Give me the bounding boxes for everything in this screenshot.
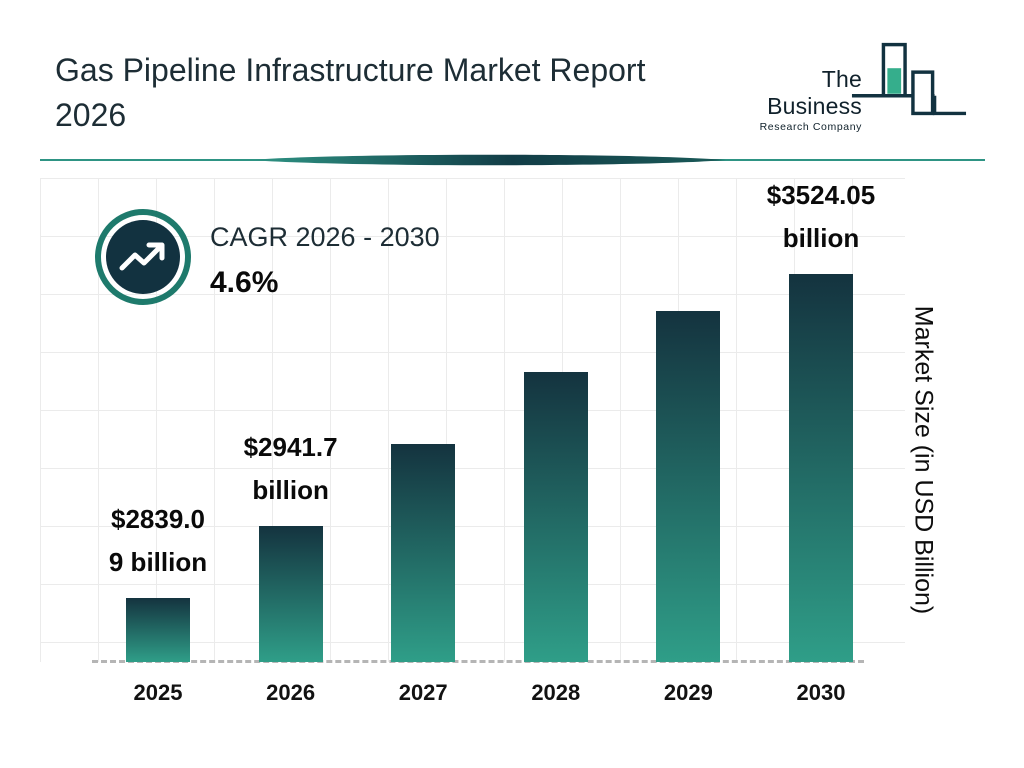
y-axis-label: Market Size (in USD Billion) xyxy=(909,305,938,615)
cagr-value: 4.6% xyxy=(210,266,279,299)
cagr-label: CAGR 2026 - 2030 xyxy=(210,222,440,252)
bar-2027 xyxy=(391,444,456,662)
bar-value-label-2026: $2941.7 billion xyxy=(196,426,386,512)
bar-value-label-2025: $2839.0 9 billion xyxy=(63,498,253,584)
logo-bar-chart-icon xyxy=(851,42,967,116)
x-tick-2027: 2027 xyxy=(398,680,448,705)
bar-value-label-2030: $3524.05 billion xyxy=(726,174,916,260)
bar-value-label-line: $3524.05 xyxy=(766,180,876,210)
x-tick-2026: 2026 xyxy=(266,680,316,705)
x-axis-baseline xyxy=(92,660,864,663)
logo-text-line1: The Business xyxy=(767,66,862,119)
bar-value-label-line: billion xyxy=(252,475,329,505)
x-tick-2028: 2028 xyxy=(531,680,581,705)
bar-2028 xyxy=(523,372,588,662)
bar-value-label-line: billion xyxy=(782,223,860,253)
bar-value-label-line: $2839.0 xyxy=(111,504,205,534)
bar-value-label-line: 9 billion xyxy=(108,547,208,577)
bar-2029 xyxy=(656,311,721,662)
x-axis: 2025 2026 2027 2028 2029 2030 xyxy=(40,680,905,714)
logo-text: The Business Research Company xyxy=(722,66,862,133)
bar-2026 xyxy=(258,526,323,662)
bar-2025 xyxy=(126,598,190,662)
page-title-line2: 2026 xyxy=(55,97,127,133)
cagr-trend-icon xyxy=(95,209,191,305)
logo-text-line2: Research Company xyxy=(759,121,862,133)
x-tick-2025: 2025 xyxy=(133,680,183,705)
x-tick-2029: 2029 xyxy=(663,680,713,705)
page-title-line1: Gas Pipeline Infrastructure Market Repor… xyxy=(55,52,646,88)
divider-rule xyxy=(40,154,985,166)
page-title: Gas Pipeline Infrastructure Market Repor… xyxy=(55,48,645,138)
bar-2030 xyxy=(789,274,853,662)
plot-area: $2839.0 9 billion $2941.7 billion $3524.05 bi… xyxy=(40,178,905,663)
logo: The Business Research Company xyxy=(722,40,972,133)
x-tick-2030: 2030 xyxy=(796,680,846,705)
bar-value-label-line: $2941.7 xyxy=(243,432,338,462)
